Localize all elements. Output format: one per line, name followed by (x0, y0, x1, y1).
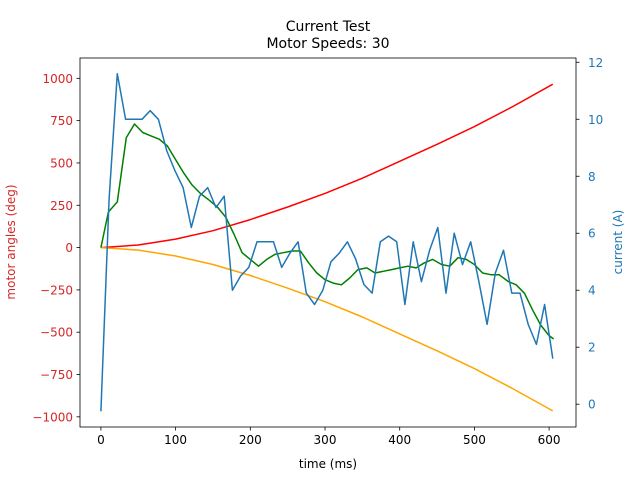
y-right-tick-label: 12 (588, 56, 603, 70)
y-right-tick-label: 6 (588, 227, 596, 241)
y-axis-right-label: current (A) (611, 210, 625, 275)
x-tick-label: 600 (538, 433, 561, 447)
y-left-tick-label: −1000 (32, 410, 73, 424)
chart-title: Current Test (286, 19, 371, 35)
y-left-tick-label: 0 (65, 241, 73, 255)
y-axis-left-label: motor angles (deg) (4, 184, 18, 299)
y-axis-left: 1000 750 500 250 0 −250 −500 −750 −1000 (32, 72, 80, 424)
y-right-tick-label: 2 (588, 341, 596, 355)
y-left-tick-label: 1000 (42, 72, 73, 86)
x-axis: 0 100 200 300 400 500 600 (97, 427, 561, 447)
y-left-tick-label: 500 (50, 156, 73, 170)
y-left-tick-label: −500 (40, 326, 73, 340)
y-right-tick-label: 8 (588, 170, 596, 184)
chart-subtitle: Motor Speeds: 30 (266, 36, 389, 52)
series-line-2 (100, 246, 554, 412)
plot-frame (79, 57, 577, 428)
x-tick-label: 100 (164, 433, 187, 447)
x-tick-label: 300 (314, 433, 337, 447)
x-tick-label: 500 (463, 433, 486, 447)
x-axis-label: time (ms) (299, 457, 357, 471)
x-tick-label: 400 (388, 433, 411, 447)
y-right-tick-label: 0 (588, 398, 596, 412)
y-left-tick-label: −750 (40, 368, 73, 382)
y-left-tick-label: 750 (50, 114, 73, 128)
y-axis-right: 12 10 8 6 4 2 0 (576, 56, 603, 412)
x-tick-label: 200 (239, 433, 262, 447)
x-tick-label: 0 (97, 433, 105, 447)
series-line-3 (100, 123, 555, 340)
series-line-4 (100, 72, 554, 412)
y-right-tick-label: 4 (588, 284, 596, 298)
y-left-tick-label: −250 (40, 283, 73, 297)
y-left-tick-label: 250 (50, 199, 73, 213)
y-right-tick-label: 10 (588, 113, 603, 127)
series-layer (100, 72, 555, 412)
series-line-1 (100, 83, 554, 249)
